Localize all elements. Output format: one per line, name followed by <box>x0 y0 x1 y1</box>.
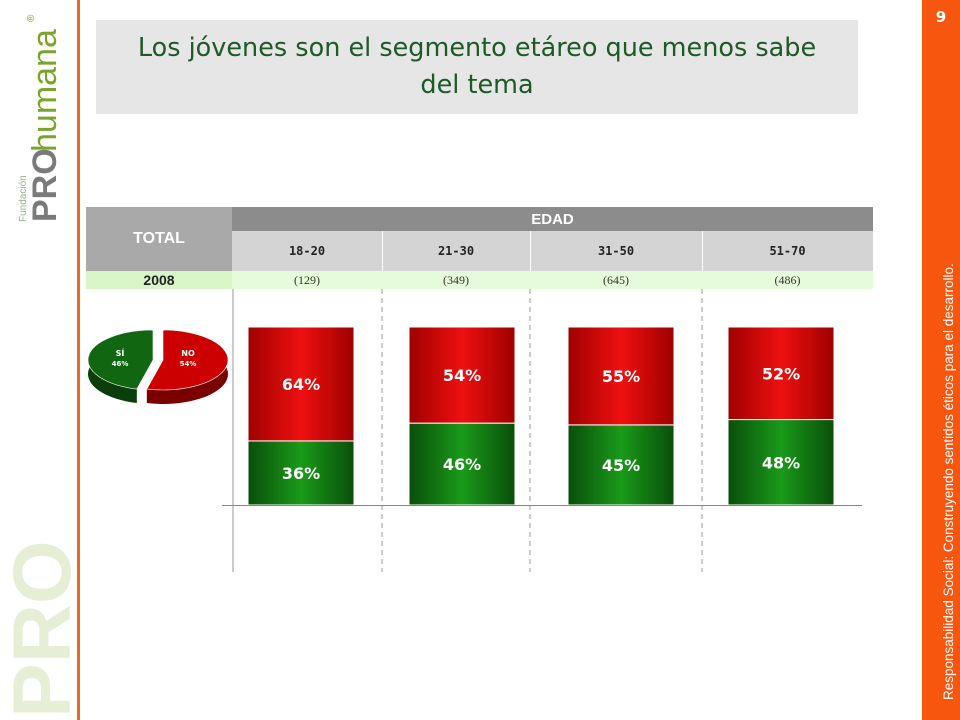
bar-segment-no <box>247 326 355 442</box>
bar-segment-no <box>567 326 675 426</box>
bar-data-label: 55% <box>602 367 640 386</box>
header-separator <box>702 231 703 271</box>
watermark-logo: PRO <box>0 540 78 718</box>
sample-size-4: (486) <box>702 271 873 289</box>
bar-data-label: 45% <box>602 456 640 475</box>
header-age-2: 21-30 <box>382 231 530 271</box>
bar-segment-no <box>727 326 835 421</box>
logo-brand-text: PRO <box>26 148 64 222</box>
column-dividers <box>232 289 703 572</box>
pie-label: NO <box>181 349 195 358</box>
sample-size-3: (645) <box>530 271 702 289</box>
bar-data-label: 52% <box>762 364 800 383</box>
bar-segment-si <box>247 440 355 506</box>
left-accent-rule <box>77 0 80 720</box>
left-brand-bar <box>0 0 78 720</box>
header-separator <box>530 231 531 271</box>
pie-chart: SÍ 46% NO 54% <box>87 329 229 404</box>
pie-value-label: 54% <box>180 360 197 368</box>
stacked-bar-series: 36% 64% 46% 54% 45% 55% 48% 52% <box>222 326 862 506</box>
row-year: 2008 <box>86 271 232 289</box>
logo-registered-mark: ® <box>26 14 37 22</box>
sample-size-2: (349) <box>382 271 530 289</box>
pie-label: SÍ <box>116 347 125 358</box>
brand-logo: Fundación PRO humana ® <box>18 14 64 222</box>
header-separator <box>382 231 383 271</box>
bar-segment-si <box>408 422 516 506</box>
pie-slice-no <box>146 329 229 391</box>
bar-data-label: 46% <box>443 455 481 474</box>
header-age-3: 31-50 <box>530 231 702 271</box>
logo-small-text: Fundación <box>18 175 29 222</box>
watermark-text: PRO <box>0 540 78 718</box>
header-age-1: 18-20 <box>232 231 382 271</box>
bar-data-label: 36% <box>282 464 320 483</box>
bar-segment-si <box>567 424 675 506</box>
title-box: Los jóvenes son el segmento etáreo que m… <box>96 20 858 114</box>
logo-brand-suffix: humana <box>26 29 64 152</box>
bar-data-label: 48% <box>762 453 800 472</box>
bar-segment-si <box>727 419 835 506</box>
right-accent-bar <box>922 0 960 720</box>
header-age-4: 51-70 <box>702 231 873 271</box>
pie-value-label: 46% <box>112 360 129 368</box>
header-edad: EDAD <box>232 207 873 231</box>
page-number: 9 <box>935 8 947 26</box>
header-total: TOTAL <box>86 207 232 271</box>
bar-data-label: 64% <box>282 375 320 394</box>
pie-slice-si <box>87 329 154 390</box>
sample-size-1: (129) <box>232 271 382 289</box>
bar-data-label: 54% <box>443 366 481 385</box>
page-title: Los jóvenes son el segmento etáreo que m… <box>137 33 817 100</box>
bar-segment-no <box>408 326 516 424</box>
